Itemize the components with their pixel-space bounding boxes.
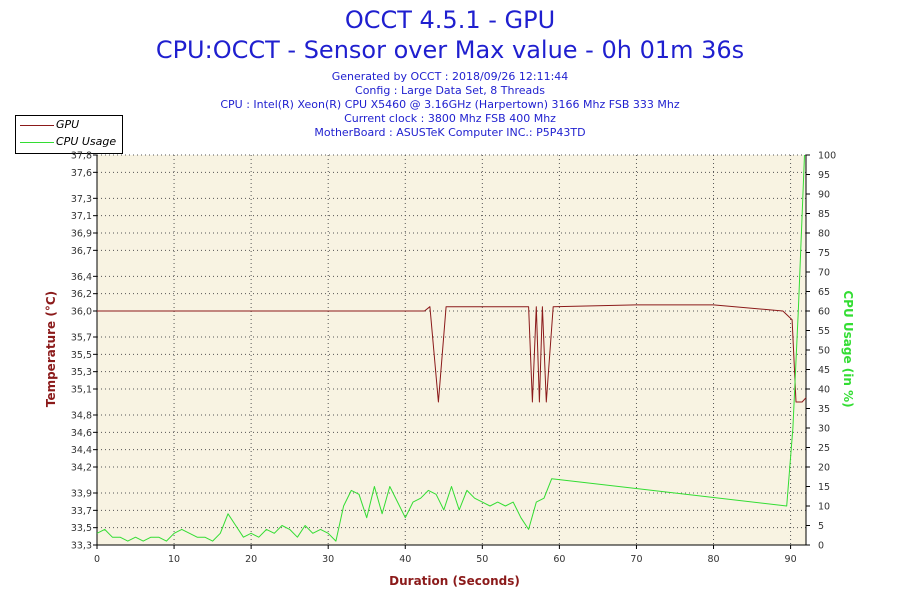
y-right-tick-label: 55: [818, 326, 830, 337]
y-left-tick-label: 36,4: [71, 272, 92, 283]
plot-area: [97, 155, 806, 545]
x-tick-label: 90: [785, 554, 797, 565]
y-right-tick-label: 95: [818, 170, 830, 181]
y-left-tick-label: 33,5: [71, 523, 92, 534]
legend: GPU CPU Usage: [15, 115, 123, 154]
info-clock: Current clock : 3800 Mhz FSB 400 Mhz: [344, 112, 556, 125]
info-generated: Generated by OCCT : 2018/09/26 12:11:44: [331, 70, 569, 83]
y-left-tick-label: 36,7: [71, 246, 92, 257]
x-tick-label: 40: [399, 554, 411, 565]
y-right-tick-label: 75: [818, 248, 830, 259]
y-left-tick-label: 37,6: [71, 168, 92, 179]
y-left-tick-label: 35,7: [71, 333, 92, 344]
y-left-tick-label: 37,8: [71, 151, 92, 162]
legend-label-cpu-usage: CPU Usage: [56, 135, 117, 148]
y-left-tick-label: 35,1: [71, 385, 92, 396]
y-right-tick-label: 90: [818, 190, 830, 201]
info-motherboard: MotherBoard : ASUSTeK Computer INC.: P5P…: [314, 126, 586, 139]
y-left-tick-label: 34,2: [71, 463, 92, 474]
chart-title: OCCT 4.5.1 - GPU: [344, 6, 556, 34]
info-cpu: CPU : Intel(R) Xeon(R) CPU X5460 @ 3.16G…: [220, 98, 680, 111]
y-left-tick-label: 33,9: [71, 489, 92, 500]
y-left-tick-label: 35,3: [71, 367, 92, 378]
y-left-tick-label: 33,3: [71, 541, 92, 552]
series-line-cpu-usage: [96, 154, 805, 542]
y-right-tick-label: 40: [818, 385, 830, 396]
y-left-tick-label: 34,8: [71, 411, 92, 422]
x-tick-label: 60: [553, 554, 565, 565]
y-left-tick-label: 36,0: [71, 307, 92, 318]
legend-item-cpu-usage: CPU Usage: [16, 134, 122, 150]
y-right-tick-label: 30: [818, 424, 830, 435]
y-right-axis-label: CPU Usage (in %): [841, 290, 855, 407]
y-left-axis-label: Temperature (°C): [44, 291, 58, 407]
legend-label-gpu: GPU: [56, 118, 80, 131]
x-tick-label: 70: [630, 554, 642, 565]
x-tick-label: 0: [94, 554, 100, 565]
y-right-tick-label: 35: [818, 404, 830, 415]
y-left-tick-label: 34,4: [71, 445, 92, 456]
y-left-tick-label: 35,5: [71, 350, 92, 361]
y-right-tick-label: 45: [818, 365, 830, 376]
y-right-tick-label: 70: [818, 268, 830, 279]
y-right-tick-label: 80: [818, 229, 830, 240]
x-tick-label: 10: [168, 554, 180, 565]
legend-swatch-cpu-usage: [20, 142, 54, 143]
y-left-tick-label: 36,9: [71, 229, 92, 240]
y-right-tick-label: 25: [818, 443, 830, 454]
y-left-tick-label: 37,1: [71, 211, 92, 222]
y-right-tick-label: 0: [818, 541, 824, 552]
y-right-tick-label: 10: [818, 502, 830, 513]
y-left-tick-label: 37,3: [71, 194, 92, 205]
y-right-tick-label: 85: [818, 209, 830, 220]
y-right-tick-label: 100: [818, 151, 836, 162]
info-config: Config : Large Data Set, 8 Threads: [355, 84, 545, 97]
legend-swatch-gpu: [20, 125, 54, 126]
x-axis-label: Duration (Seconds): [389, 574, 520, 588]
y-left-tick-label: 34,6: [71, 428, 92, 439]
series-line-gpu: [97, 304, 807, 403]
x-tick-label: 30: [322, 554, 334, 565]
y-left-tick-label: 33,7: [71, 506, 92, 517]
x-tick-label: 50: [476, 554, 488, 565]
y-right-tick-label: 50: [818, 346, 830, 357]
y-left-tick-label: 36,2: [71, 289, 92, 300]
y-right-tick-label: 15: [818, 482, 830, 493]
y-right-tick-label: 20: [818, 463, 830, 474]
y-right-tick-label: 60: [818, 307, 830, 318]
legend-item-gpu: GPU: [16, 117, 122, 133]
y-right-tick-label: 5: [818, 521, 824, 532]
y-right-tick-label: 65: [818, 287, 830, 298]
chart-subtitle: CPU:OCCT - Sensor over Max value - 0h 01…: [155, 36, 745, 64]
x-tick-label: 80: [707, 554, 719, 565]
x-tick-label: 20: [245, 554, 257, 565]
